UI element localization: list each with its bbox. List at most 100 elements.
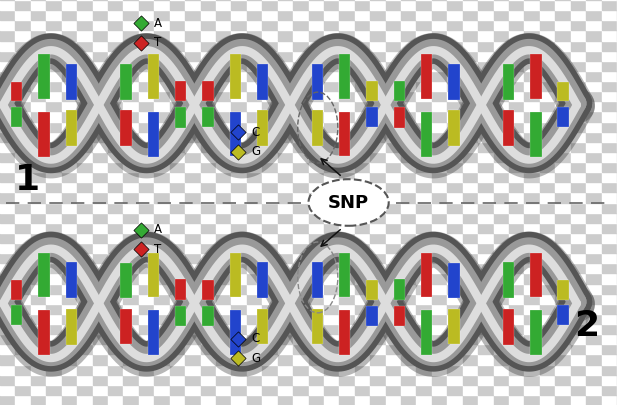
Bar xyxy=(602,314,617,324)
Bar xyxy=(262,243,278,253)
Bar xyxy=(339,111,355,122)
Bar xyxy=(401,385,416,395)
Bar xyxy=(571,375,586,385)
Bar xyxy=(201,0,216,10)
Bar xyxy=(540,182,555,192)
Bar xyxy=(93,243,108,253)
Bar xyxy=(366,305,378,326)
Bar xyxy=(555,223,571,233)
Bar xyxy=(46,294,62,304)
Bar xyxy=(370,51,386,61)
Bar xyxy=(509,253,524,263)
Bar xyxy=(602,223,617,233)
Bar xyxy=(170,284,185,294)
Bar xyxy=(602,202,617,213)
Bar xyxy=(555,51,571,61)
Bar xyxy=(231,101,247,111)
Bar xyxy=(339,304,355,314)
Bar xyxy=(108,192,123,202)
Bar xyxy=(62,213,77,223)
Bar xyxy=(293,40,308,51)
Bar xyxy=(15,243,31,253)
Bar xyxy=(38,54,50,99)
Bar xyxy=(293,243,308,253)
Bar xyxy=(370,253,386,263)
Bar xyxy=(230,112,241,156)
Bar xyxy=(421,253,433,297)
Bar xyxy=(447,253,463,263)
Bar xyxy=(509,202,524,213)
Bar xyxy=(370,122,386,132)
Bar xyxy=(0,385,15,395)
Bar xyxy=(170,40,185,51)
Bar xyxy=(154,273,170,283)
Bar xyxy=(571,51,586,61)
Bar xyxy=(293,314,308,324)
Bar xyxy=(216,304,231,314)
Bar xyxy=(0,314,15,324)
Bar xyxy=(339,253,350,298)
Bar xyxy=(421,253,433,297)
Bar xyxy=(558,107,569,127)
Bar xyxy=(494,324,509,334)
Bar xyxy=(15,284,31,294)
Bar xyxy=(494,0,509,10)
Bar xyxy=(201,395,216,405)
Bar xyxy=(120,263,132,298)
Bar xyxy=(62,101,77,111)
Bar xyxy=(602,182,617,192)
Bar xyxy=(31,375,46,385)
Bar xyxy=(46,273,62,283)
Bar xyxy=(77,294,93,304)
Bar xyxy=(586,223,602,233)
Bar xyxy=(586,364,602,375)
Bar xyxy=(201,101,216,111)
Bar xyxy=(448,263,460,298)
Bar xyxy=(432,192,447,202)
Bar xyxy=(15,192,31,202)
Bar xyxy=(339,152,355,162)
Bar xyxy=(46,375,62,385)
Bar xyxy=(324,51,339,61)
Bar xyxy=(370,172,386,182)
Bar xyxy=(201,304,216,314)
Bar xyxy=(555,162,571,172)
Bar xyxy=(447,385,463,395)
Bar xyxy=(355,30,370,40)
Bar xyxy=(463,324,478,334)
Bar xyxy=(308,395,324,405)
Bar xyxy=(324,20,339,30)
Bar xyxy=(278,61,293,71)
Bar xyxy=(524,182,540,192)
Bar xyxy=(139,71,154,81)
Bar xyxy=(401,284,416,294)
Bar xyxy=(15,61,31,71)
Bar xyxy=(586,132,602,142)
Bar xyxy=(185,172,201,182)
Bar xyxy=(170,364,185,375)
Bar xyxy=(185,385,201,395)
Bar xyxy=(154,334,170,344)
Bar xyxy=(432,344,447,354)
Bar xyxy=(185,243,201,253)
Bar xyxy=(308,101,324,111)
Bar xyxy=(154,132,170,142)
Bar xyxy=(230,310,241,355)
Bar xyxy=(93,182,108,192)
Bar xyxy=(463,263,478,273)
Bar xyxy=(170,324,185,334)
Bar xyxy=(257,309,268,344)
Bar xyxy=(370,20,386,30)
Bar xyxy=(0,81,15,91)
Bar xyxy=(108,314,123,324)
Bar xyxy=(15,51,31,61)
Bar xyxy=(62,314,77,324)
Bar xyxy=(370,263,386,273)
Bar xyxy=(46,314,62,324)
Bar xyxy=(46,30,62,40)
Bar xyxy=(401,344,416,354)
Bar xyxy=(62,273,77,283)
Bar xyxy=(586,304,602,314)
Bar xyxy=(11,280,22,300)
Bar xyxy=(509,294,524,304)
